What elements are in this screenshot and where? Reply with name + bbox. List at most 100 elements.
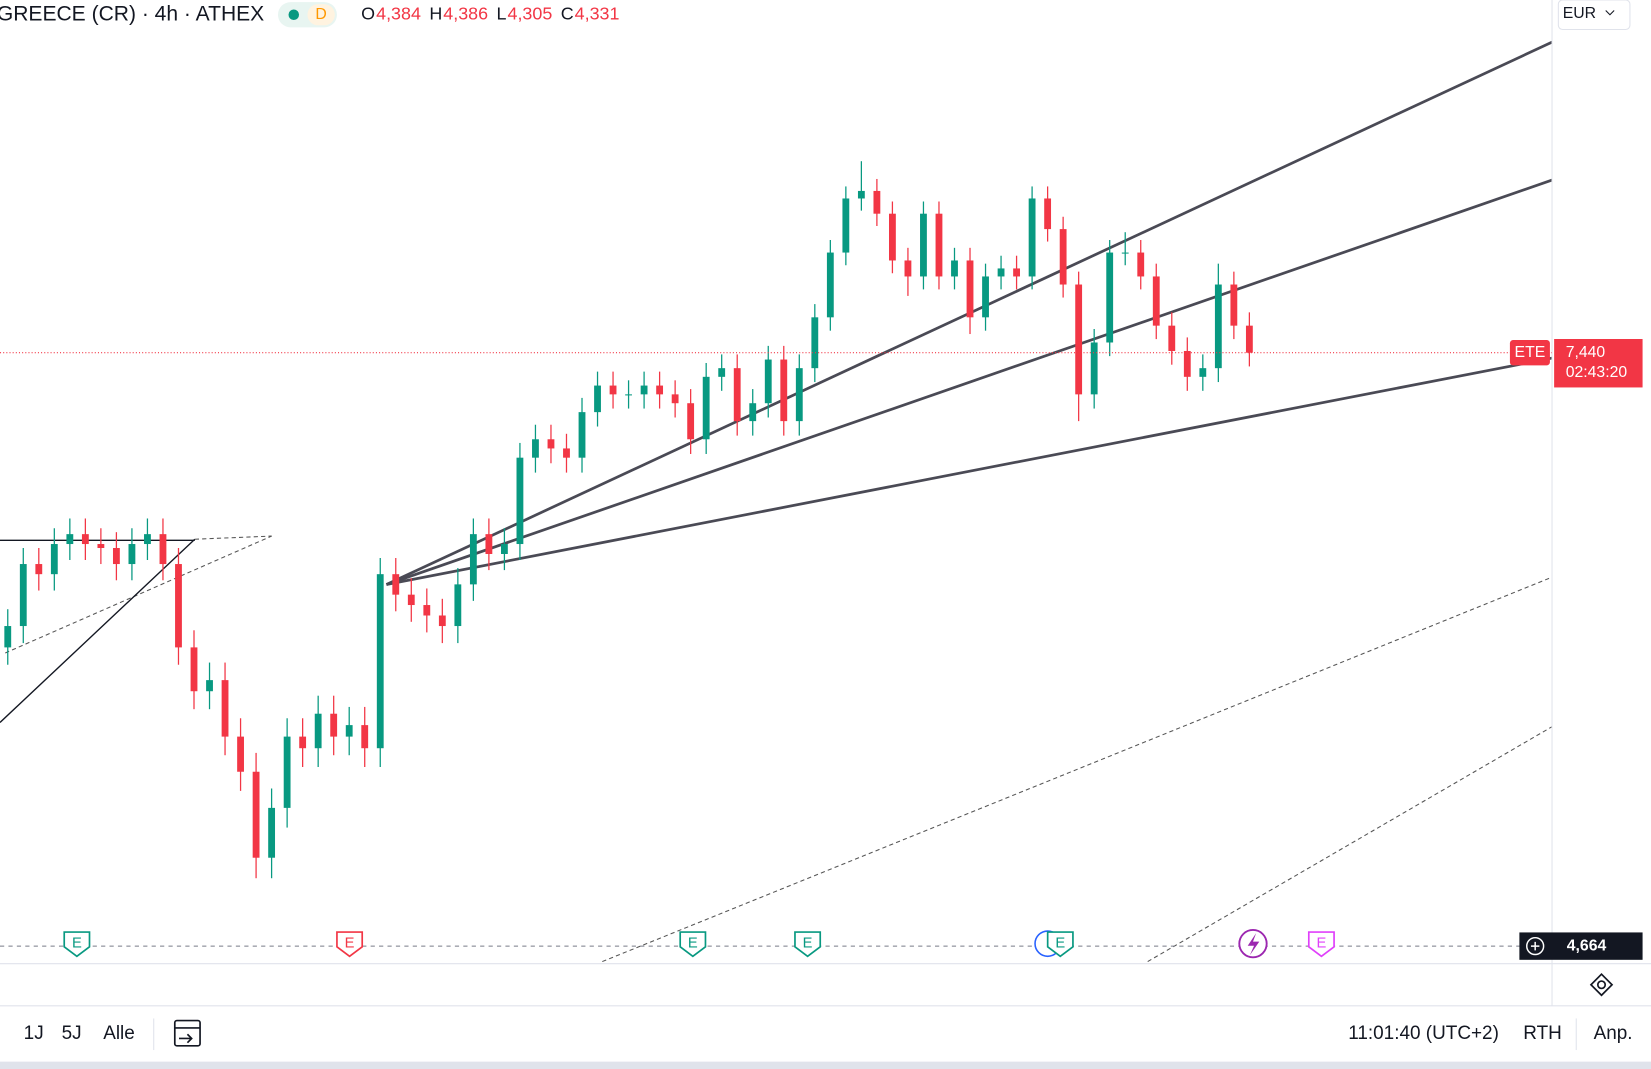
candle-body xyxy=(159,534,167,565)
candle-body xyxy=(671,394,679,404)
bottom-strip xyxy=(0,1061,1651,1069)
candle-body xyxy=(1013,268,1020,277)
candle-body xyxy=(594,385,601,413)
range-button[interactable]: D xyxy=(0,1023,1,1044)
fan-line xyxy=(386,356,1553,586)
countdown: 02:43:20 xyxy=(1566,364,1628,381)
candle-body xyxy=(687,403,695,440)
candle-body xyxy=(438,615,446,627)
candle-body xyxy=(1075,284,1083,395)
candle-body xyxy=(175,564,182,648)
candle-body xyxy=(888,213,896,261)
arrow xyxy=(178,1033,193,1044)
calendar xyxy=(173,1019,201,1047)
candle-body xyxy=(392,574,400,595)
candle-body xyxy=(221,680,229,737)
candle-body xyxy=(299,736,307,749)
candle-body xyxy=(997,268,1005,277)
candle-body xyxy=(376,574,384,749)
dashed-line xyxy=(194,535,272,540)
ohlc-key: H xyxy=(429,3,442,23)
candle-body xyxy=(81,534,89,545)
gear-hole xyxy=(1596,980,1607,990)
range-button[interactable]: Alle xyxy=(103,1023,135,1044)
candle-body xyxy=(966,260,974,318)
candle-body xyxy=(1183,350,1191,377)
session[interactable]: RTH xyxy=(1523,1023,1562,1044)
toolbar: D 1J 5J Alle 11:01:40 (UTC+2) RTH Anp. xyxy=(0,1023,1633,1044)
ohlc-legend: O 4,384 H 4,386 L 4,305 C 4,331 xyxy=(361,3,619,23)
alert-price: 4,664 xyxy=(1567,937,1607,954)
lightning xyxy=(1247,933,1260,956)
event-icon[interactable] xyxy=(1307,931,1335,958)
candle-body xyxy=(1152,276,1160,326)
candle-body xyxy=(1059,229,1067,285)
candle-body xyxy=(1044,198,1052,230)
badge-bg xyxy=(307,4,335,26)
add-alert-button[interactable] xyxy=(1526,936,1545,956)
candle-body xyxy=(1106,252,1114,343)
currency[interactable]: EUR xyxy=(1563,5,1596,22)
candle-body xyxy=(1028,198,1036,277)
candle-body xyxy=(1230,284,1238,326)
adjust[interactable]: Anp. xyxy=(1594,1023,1633,1044)
currency-button[interactable] xyxy=(1557,0,1631,31)
range-button[interactable]: 1J xyxy=(24,1023,44,1044)
alert-tag-bg xyxy=(1519,932,1643,960)
range-button[interactable]: 5J xyxy=(62,1023,82,1044)
solid-line xyxy=(0,538,196,723)
candle-body xyxy=(625,394,632,396)
event-icon[interactable] xyxy=(63,931,91,958)
chevron xyxy=(1605,10,1615,16)
candle-body xyxy=(144,534,151,545)
event-icon[interactable] xyxy=(1046,931,1074,958)
candle-body xyxy=(1199,368,1207,377)
candle-body xyxy=(547,439,555,449)
candle-body xyxy=(66,534,74,545)
candle-body xyxy=(749,403,757,422)
candle-body xyxy=(35,564,43,575)
candle-body xyxy=(50,544,58,575)
candle-body xyxy=(795,368,803,422)
price-tag: 7,440 xyxy=(1566,344,1606,361)
ohlc-key: L xyxy=(497,3,507,23)
settings-icon[interactable] xyxy=(1589,973,1614,997)
event-icon[interactable] xyxy=(679,931,707,958)
dashed-line xyxy=(602,576,1553,963)
candle-body xyxy=(842,198,850,253)
ohlc-value: 4,331 xyxy=(575,3,620,23)
candle-body xyxy=(407,594,415,606)
price-lines: ETE xyxy=(0,340,1553,947)
candle-body xyxy=(609,385,617,395)
date-range-button[interactable] xyxy=(173,1019,201,1047)
candle-body xyxy=(1245,325,1253,353)
candle-body xyxy=(237,736,244,772)
candle-body xyxy=(1168,325,1176,351)
candle-body xyxy=(206,680,213,692)
clock[interactable]: 11:01:40 (UTC+2) xyxy=(1348,1023,1499,1044)
candle-body xyxy=(454,584,462,627)
event-icon[interactable] xyxy=(794,931,822,958)
candle-body xyxy=(1214,284,1222,369)
event-icon[interactable] xyxy=(336,931,364,958)
candle-body xyxy=(516,457,524,545)
candle-body xyxy=(764,359,772,404)
candle-body xyxy=(656,385,664,395)
event-label: E xyxy=(803,936,813,952)
candle-body xyxy=(951,260,958,277)
candle-body xyxy=(873,190,881,214)
candles xyxy=(4,161,1253,879)
ohlc-key: C xyxy=(561,3,574,23)
price-axis xyxy=(1552,0,1651,1006)
gear xyxy=(1589,973,1614,997)
candle-body xyxy=(857,190,865,199)
candle-body xyxy=(780,359,788,422)
ohlc-value: 4,384 xyxy=(376,3,421,23)
ohlc-value: 4,305 xyxy=(508,3,553,23)
candle-body xyxy=(1090,342,1098,395)
candle-body xyxy=(128,544,136,565)
symbol-tag: ETE xyxy=(1515,344,1546,361)
